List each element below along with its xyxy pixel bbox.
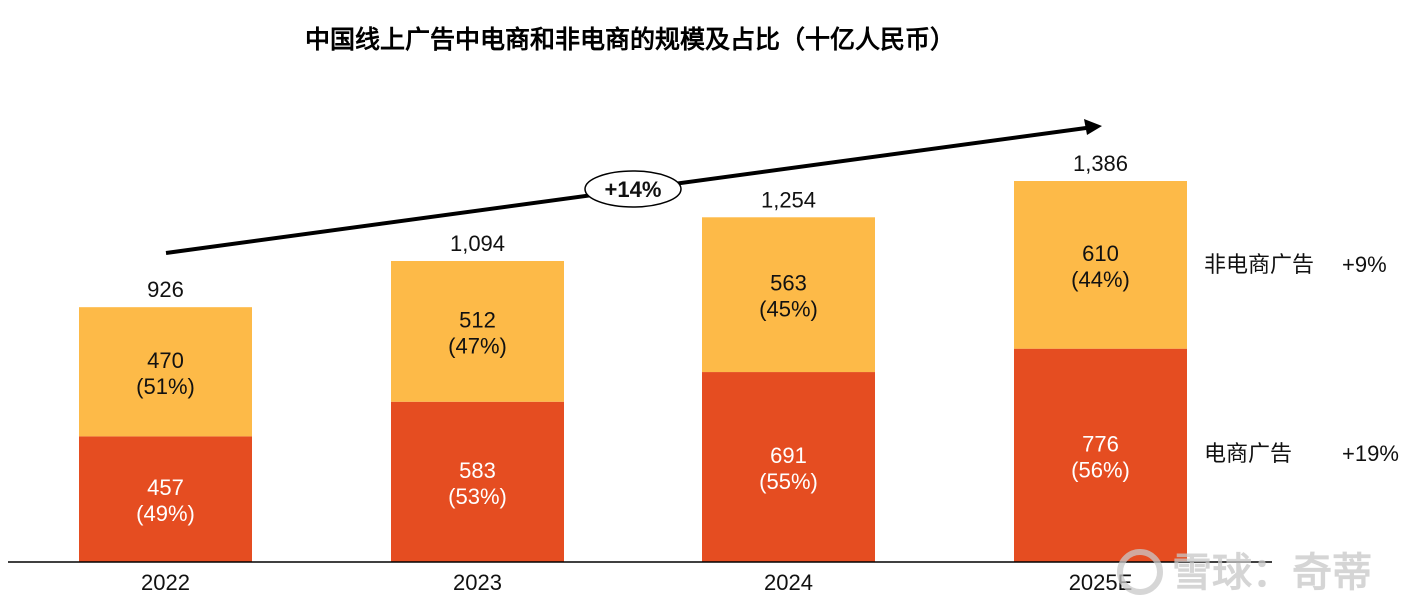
cagr-ellipse [584, 170, 682, 208]
value-label: 470 [147, 348, 184, 373]
cagr-badge: +14% [584, 170, 682, 208]
share-label: (49%) [136, 501, 195, 526]
total-label: 1,254 [761, 187, 816, 212]
value-label: 610 [1082, 241, 1119, 266]
share-label: (53%) [448, 484, 507, 509]
bar-non-ecommerce-2025E [1014, 181, 1187, 349]
bar-ecommerce-2023 [391, 401, 564, 562]
legend-ecommerce: 电商广告 [1204, 441, 1292, 466]
x-axis-ticks: 2022 2023 2024 2025E [141, 570, 1132, 595]
total-label: 1,094 [450, 231, 505, 256]
share-label: (47%) [448, 333, 507, 358]
bar-ecommerce-2024 [702, 372, 875, 562]
bar-non-ecommerce-2023 [391, 260, 564, 402]
total-label: 926 [147, 277, 184, 302]
chart-title: 中国线上广告中电商和非电商的规模及占比（十亿人民币） [305, 25, 955, 54]
value-label: 457 [147, 475, 184, 500]
bar-non-ecommerce-2024 [702, 217, 875, 373]
legend-non-ecommerce: 非电商广告 [1204, 252, 1314, 277]
legend-ecommerce-growth: +19% [1342, 441, 1399, 466]
value-label: 776 [1082, 431, 1119, 456]
cagr-label: +14% [605, 177, 662, 202]
bar-ecommerce-2022 [79, 436, 252, 562]
snowball-logo-icon [1117, 549, 1163, 595]
total-label: 1,386 [1073, 151, 1128, 176]
legend: 非电商广告 +9% 电商广告 +19% [1204, 252, 1399, 466]
share-label: (51%) [136, 374, 195, 399]
value-label: 691 [770, 443, 807, 468]
share-label: (55%) [759, 469, 818, 494]
bars-group [79, 181, 1187, 562]
value-label: 563 [770, 271, 807, 296]
watermark: 雪球：奇蒂 [1117, 549, 1372, 595]
arrow-head-icon [1084, 119, 1102, 135]
bar-ecommerce-2025E [1014, 348, 1187, 562]
share-label: (56%) [1071, 457, 1130, 482]
x-tick-label: 2024 [764, 570, 813, 595]
bar-non-ecommerce-2022 [79, 307, 252, 437]
legend-non-ecommerce-growth: +9% [1342, 252, 1387, 277]
x-tick-label: 2023 [453, 570, 502, 595]
x-tick-label: 2022 [141, 570, 190, 595]
share-label: (45%) [759, 297, 818, 322]
value-label: 583 [459, 458, 496, 483]
watermark-text: 雪球：奇蒂 [1172, 551, 1372, 595]
labels-group: 457(49%) 470(51%) 926 583(53%) 512(47%) 1,094… [136, 151, 1130, 526]
share-label: (44%) [1071, 267, 1130, 292]
value-label: 512 [459, 307, 496, 332]
